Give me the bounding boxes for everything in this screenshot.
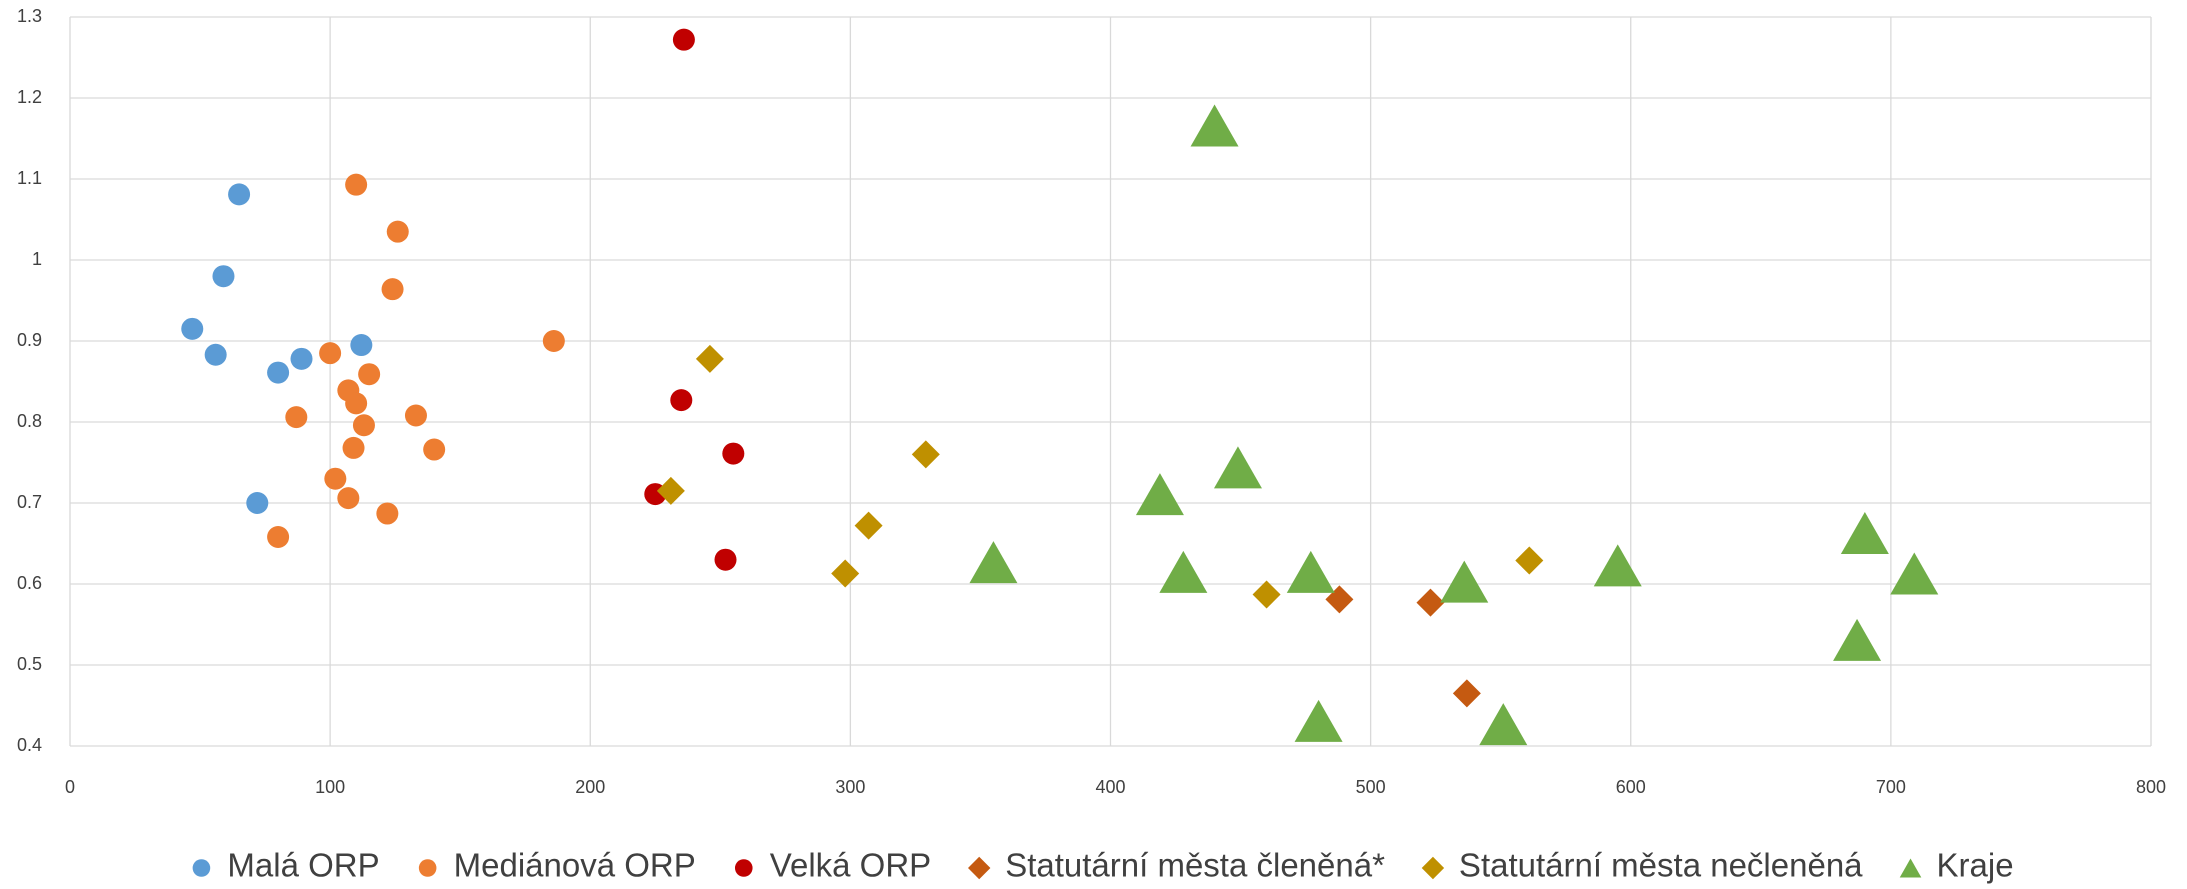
point xyxy=(350,334,373,357)
point xyxy=(854,511,883,540)
legend-item: Kraje xyxy=(1899,847,2014,884)
y-tick-label: 0.9 xyxy=(17,330,42,350)
legend-label: Statutární města členěná* xyxy=(1005,847,1385,884)
x-tick-label: 800 xyxy=(2136,777,2166,797)
y-tick-label: 1.1 xyxy=(17,168,42,188)
y-tick-label: 1 xyxy=(32,249,42,269)
point xyxy=(672,28,695,51)
point xyxy=(1890,552,1939,595)
legend-item: Statutární města nečleněná xyxy=(1421,847,1863,884)
point xyxy=(1452,679,1481,708)
point xyxy=(345,173,368,196)
point xyxy=(969,541,1018,584)
point xyxy=(181,317,204,340)
plot-area xyxy=(181,28,1939,746)
point xyxy=(423,438,446,461)
point xyxy=(246,492,269,514)
point xyxy=(1159,550,1208,593)
point xyxy=(204,343,227,366)
point xyxy=(342,436,365,459)
point xyxy=(1416,588,1445,617)
x-tick-label: 400 xyxy=(1095,777,1125,797)
point xyxy=(337,487,360,510)
legend-label: Malá ORP xyxy=(227,847,379,884)
point xyxy=(734,859,753,877)
legend-item: Malá ORP xyxy=(192,847,380,884)
y-tick-label: 0.8 xyxy=(17,411,42,431)
point xyxy=(345,392,368,415)
point xyxy=(1213,446,1262,489)
x-tick-label: 500 xyxy=(1356,777,1386,797)
legend-label: Mediánová ORP xyxy=(454,847,696,884)
point xyxy=(714,548,737,571)
point xyxy=(967,856,991,880)
point xyxy=(1515,546,1544,575)
point xyxy=(324,467,347,490)
x-tick-label: 700 xyxy=(1876,777,1906,797)
point xyxy=(542,330,565,352)
point xyxy=(1440,560,1489,603)
y-tick-label: 0.7 xyxy=(17,492,42,512)
point xyxy=(358,363,381,386)
point xyxy=(695,344,724,373)
point xyxy=(1286,550,1335,593)
point xyxy=(267,526,290,549)
point xyxy=(911,440,940,469)
point xyxy=(285,406,308,429)
y-tick-label: 1.2 xyxy=(17,87,42,107)
point xyxy=(722,442,745,465)
point xyxy=(418,859,437,877)
point xyxy=(831,559,860,588)
y-tick-label: 1.3 xyxy=(17,6,42,26)
point xyxy=(1899,858,1922,878)
point xyxy=(1190,104,1239,147)
point xyxy=(192,859,211,877)
point xyxy=(1252,580,1281,609)
point xyxy=(1294,699,1343,742)
x-tick-label: 200 xyxy=(575,777,605,797)
point xyxy=(1593,544,1642,587)
legend-label: Velká ORP xyxy=(770,847,931,884)
legend-item: Velká ORP xyxy=(734,847,931,884)
point xyxy=(1840,511,1889,554)
x-tick-label: 0 xyxy=(65,777,75,797)
legend-label: Kraje xyxy=(1937,847,2014,884)
point xyxy=(352,414,375,437)
point xyxy=(228,183,251,206)
point xyxy=(656,476,685,505)
legend: Malá ORP Mediánová ORP Velká ORP Statutární… xyxy=(192,847,2014,884)
point xyxy=(290,347,313,370)
grid: 0.4 0.5 0.6 0.7 0.8 0.9 1 1.1 1.2 1.3 0 100 200 300 40… xyxy=(17,6,2166,797)
y-tick-label: 0.6 xyxy=(17,573,42,593)
y-tick-label: 0.5 xyxy=(17,654,42,674)
legend-item: Mediánová ORP xyxy=(418,847,696,884)
point xyxy=(267,361,290,384)
x-tick-label: 600 xyxy=(1616,777,1646,797)
point xyxy=(212,265,235,288)
x-tick-label: 300 xyxy=(835,777,865,797)
point xyxy=(1135,473,1184,516)
point xyxy=(376,502,399,525)
legend-label: Statutární města nečleněná xyxy=(1459,847,1863,884)
y-tick-label: 0.4 xyxy=(17,735,42,755)
point xyxy=(386,220,409,243)
legend-item: Statutární města členěná* xyxy=(967,847,1385,884)
point xyxy=(670,389,693,412)
point xyxy=(1833,618,1882,661)
point xyxy=(319,342,342,365)
point xyxy=(404,404,427,427)
x-tick-label: 100 xyxy=(315,777,345,797)
point xyxy=(381,278,404,301)
point xyxy=(1479,703,1528,746)
point xyxy=(1421,856,1445,880)
